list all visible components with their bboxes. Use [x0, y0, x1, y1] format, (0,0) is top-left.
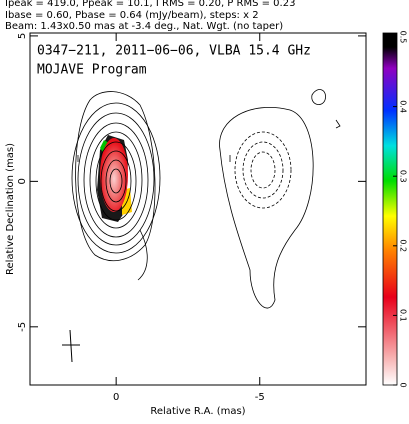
y-tick-label: 0 — [17, 178, 28, 184]
map — [62, 89, 341, 363]
annotation: Ibase = 0.60, Pbase = 0.64 (mJy/beam), s… — [5, 10, 259, 21]
x-tick-label: -5 — [255, 392, 265, 403]
y-tick-label: 5 — [17, 33, 28, 39]
y-axis-label: Relative Declination (mas) — [5, 143, 16, 275]
colorbar-tick-label: 0.5 — [399, 31, 408, 44]
y-tick-label: -5 — [17, 322, 28, 332]
colorbar-tick-label: 0.3 — [399, 170, 408, 183]
annotation: Beam: 1.43x0.50 mas at -3.4 deg., Nat. W… — [5, 21, 283, 32]
colorbar — [382, 32, 398, 386]
colorbar-tick-label: 0.4 — [399, 100, 408, 113]
colorbar-tick-label: 0.1 — [399, 309, 408, 322]
annotation: Ipeak = 419.0, Ppeak = 10.1, I RMS = 0.2… — [5, 0, 295, 9]
colorbar-tick-label: 0 — [399, 382, 408, 387]
chart-title: 0347−211, 2011−06−06, VLBA 15.4 GHz — [37, 44, 311, 59]
x-axis-label: Relative R.A. (mas) — [150, 406, 245, 417]
colorbar-tick-label: 0.2 — [399, 239, 408, 252]
x-tick-label: 0 — [113, 392, 119, 403]
plot-frame — [29, 32, 367, 386]
chart-subtitle: MOJAVE Program — [37, 63, 147, 78]
